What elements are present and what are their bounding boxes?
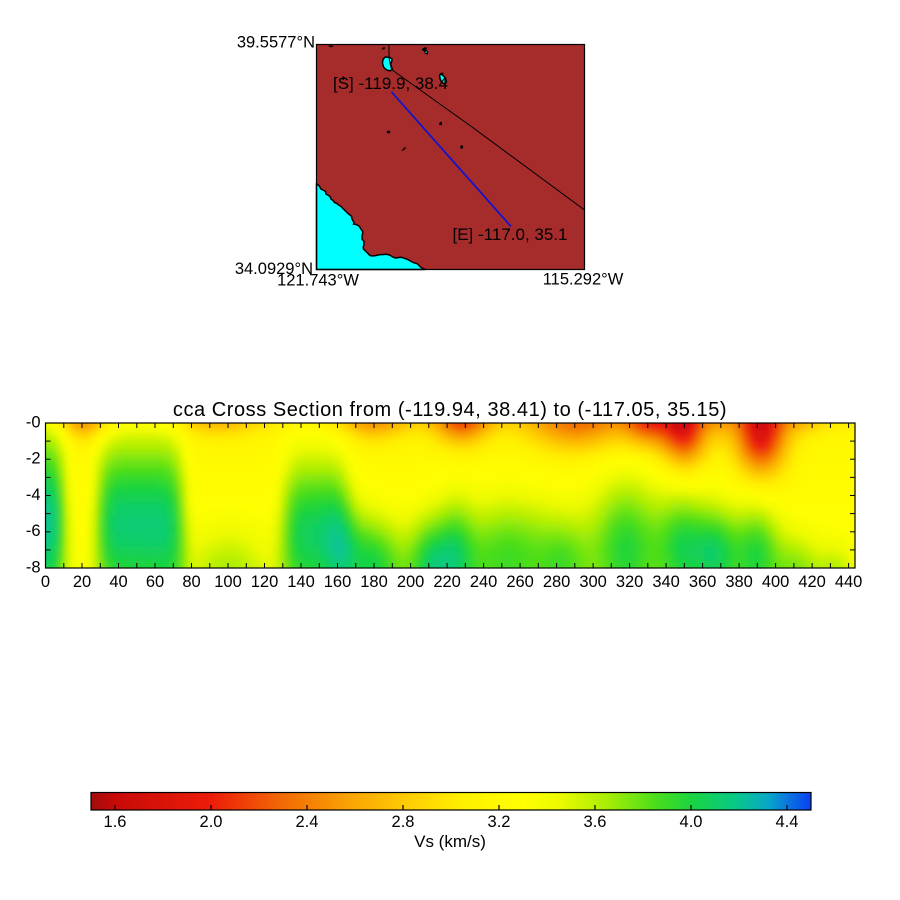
svg-text:20: 20 — [73, 573, 91, 591]
svg-text:34.0929°N: 34.0929°N — [235, 260, 313, 278]
svg-text:121.743°W: 121.743°W — [277, 272, 359, 290]
svg-text:220: 220 — [433, 573, 461, 591]
svg-text:420: 420 — [798, 573, 826, 591]
svg-text:-4: -4 — [26, 486, 41, 504]
svg-text:120: 120 — [251, 573, 279, 591]
svg-text:4.4: 4.4 — [776, 813, 799, 831]
svg-text:280: 280 — [543, 573, 571, 591]
svg-text:80: 80 — [182, 573, 200, 591]
svg-text:2.0: 2.0 — [200, 813, 223, 831]
svg-text:320: 320 — [616, 573, 644, 591]
svg-text:240: 240 — [470, 573, 498, 591]
svg-text:-0: -0 — [26, 413, 41, 431]
svg-text:115.292°W: 115.292°W — [543, 271, 624, 289]
svg-text:39.5577°N: 39.5577°N — [237, 34, 315, 52]
svg-text:380: 380 — [725, 573, 753, 591]
svg-text:Vs (km/s): Vs (km/s) — [414, 832, 486, 851]
svg-text:180: 180 — [360, 573, 388, 591]
svg-text:3.6: 3.6 — [584, 813, 607, 831]
svg-text:-2: -2 — [26, 450, 41, 468]
svg-text:2.4: 2.4 — [296, 813, 319, 831]
svg-text:60: 60 — [146, 573, 164, 591]
svg-text:140: 140 — [287, 573, 315, 591]
svg-text:3.2: 3.2 — [488, 813, 511, 831]
svg-text:cca Cross Section from (-119.9: cca Cross Section from (-119.94, 38.41) … — [173, 399, 727, 421]
svg-text:40: 40 — [109, 573, 127, 591]
svg-text:260: 260 — [506, 573, 534, 591]
svg-text:360: 360 — [689, 573, 717, 591]
svg-text:[E] -117.0, 35.1: [E] -117.0, 35.1 — [453, 225, 568, 244]
svg-text:1.6: 1.6 — [104, 813, 127, 831]
svg-text:-6: -6 — [26, 522, 41, 540]
svg-text:0: 0 — [41, 573, 50, 591]
svg-text:400: 400 — [762, 573, 790, 591]
svg-text:200: 200 — [397, 573, 425, 591]
svg-text:4.0: 4.0 — [680, 813, 703, 831]
svg-text:340: 340 — [652, 573, 680, 591]
svg-text:-8: -8 — [26, 558, 41, 576]
svg-text:100: 100 — [214, 573, 242, 591]
svg-text:160: 160 — [324, 573, 352, 591]
svg-text:300: 300 — [579, 573, 607, 591]
svg-text:2.8: 2.8 — [392, 813, 415, 831]
svg-text:440: 440 — [835, 573, 863, 591]
svg-text:[S] -119.9, 38.4: [S] -119.9, 38.4 — [333, 74, 448, 93]
